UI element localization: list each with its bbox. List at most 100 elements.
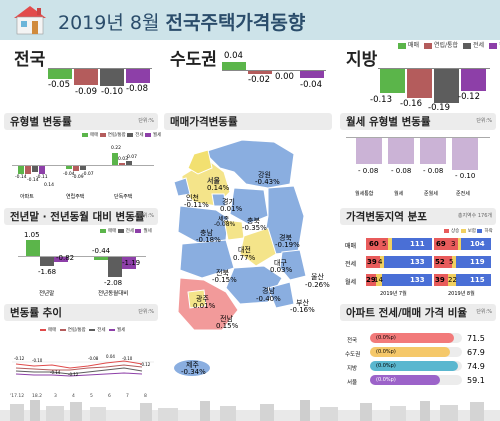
map-gangwon-val: -0.43%	[255, 178, 280, 186]
map-daegu: 대구	[274, 259, 287, 267]
dist-r2r-down	[456, 274, 491, 286]
type-apt-sale	[18, 166, 24, 174]
provinces-label: 지방	[346, 50, 378, 70]
capital-val-jeonse: 0.00	[275, 72, 294, 82]
capital-baseline	[222, 70, 326, 71]
dist-r1r-v1: 5	[449, 258, 454, 266]
type-apt-jeonse	[32, 166, 38, 172]
type-row-val0: -0.04	[63, 172, 75, 177]
dist-r1r-flat	[452, 256, 456, 268]
dist-r2l-down	[382, 274, 432, 286]
dist-r0r-v2: 104	[470, 240, 485, 248]
ratio-r3-sub: (0.0%p)	[376, 377, 396, 383]
year-change-header: 전년말 · 전년동월 대비 변동률 단위:%	[4, 208, 158, 225]
ratio-r0-val: 71.5	[467, 334, 485, 343]
ratio-r0-sub: (0.0%p)	[376, 335, 396, 341]
trend-x2: 3	[54, 394, 57, 399]
dist-r2r-v1: 22	[448, 276, 457, 284]
ratio-r3-label: 서울	[347, 380, 358, 386]
title-main: 전국주택가격동향	[165, 12, 306, 34]
year-yoy-sale	[94, 257, 108, 260]
year-change-unit: 단위:%	[138, 213, 154, 219]
trend-unit: 단위:%	[138, 309, 154, 315]
map-gwangju-val: 0.01%	[193, 302, 216, 310]
map-chungnam: 충남	[200, 229, 213, 237]
provinces-bar-row	[407, 69, 432, 98]
year-end-val0: 1.05	[24, 231, 40, 239]
type-det-sale	[112, 153, 118, 165]
ratio-r1-fill	[370, 347, 450, 357]
capital-val-rent: -0.04	[300, 80, 322, 90]
ratio-title: 아파트 전세/매매 가격 비율	[346, 307, 468, 319]
trend-x0: '17.12	[10, 394, 25, 399]
map-busan: 부산	[296, 299, 309, 307]
map-seoul-val: 0.14%	[207, 184, 230, 192]
year-end-sale	[26, 240, 40, 256]
distribution-legend: 상승 보합 하락	[444, 228, 493, 234]
map-gyeonggi: 경기	[222, 198, 235, 206]
capital-val-row: -0.02	[248, 75, 270, 85]
dist-r1l-flat	[380, 256, 384, 268]
ratio-unit: 단위:%	[476, 309, 492, 315]
year-yoy-jeonse	[108, 257, 122, 277]
ratio-r3-fill	[370, 375, 440, 385]
provinces-bar-sale	[380, 69, 405, 93]
rent-bar-0	[356, 138, 382, 164]
dist-r2l-up	[366, 274, 376, 286]
rent-type-header: 월세 유형별 변동률 단위:%	[340, 113, 496, 130]
year-change-baseline	[18, 256, 146, 257]
map-gangwon: 강원	[258, 171, 271, 179]
year-end-jeonse	[40, 257, 54, 266]
dist-r1r-down	[456, 256, 491, 268]
provinces-val-rent: -0.12	[458, 92, 480, 102]
dist-r2r-up	[434, 274, 448, 286]
year-end-val2: -0.82	[56, 254, 75, 262]
dist-col0: 2019년 7월	[380, 291, 407, 297]
trend-header: 변동률 추이 단위:%	[4, 304, 158, 321]
map-jeonnam: 전남	[220, 315, 233, 323]
ratio-r2-sub: (0.0%p)	[376, 363, 396, 369]
national-val-jeonse: -0.10	[101, 87, 123, 97]
year-yoy-rent	[122, 257, 136, 269]
trend-title: 변동률 추이	[10, 307, 62, 319]
map-sejong: 세종	[218, 216, 230, 223]
rent-val-3: - 0.10	[455, 172, 476, 180]
national-bar-rent	[126, 69, 150, 83]
rent-val-1: - 0.08	[391, 167, 412, 175]
trend-val1: -0.10	[32, 358, 43, 363]
national-label: 전국	[14, 50, 46, 70]
year-yoy-val0: -0.44	[92, 247, 111, 255]
dist-r2r-v0: 39	[435, 276, 445, 284]
trend-x-axis: '17.12 18.2 3 4 5 6 7 8	[10, 394, 156, 402]
ratio-r0-label: 전국	[347, 338, 358, 344]
map-sejong-val: -0.08%	[214, 221, 236, 228]
type-apt-label: 아파트	[20, 194, 34, 200]
distribution-unit: 총지역수 176개	[457, 213, 492, 219]
rent-bar-1	[388, 138, 414, 164]
rent-type-unit: 단위:%	[476, 118, 492, 124]
year-yoy-label: 전년동월대비	[98, 291, 129, 297]
dist-r0r-v0: 69	[436, 240, 446, 248]
map-ulsan: 울산	[311, 273, 324, 281]
type-det-label: 단독주택	[114, 194, 133, 200]
trend-val2: -0.14	[50, 370, 61, 375]
map-daejeon: 대전	[238, 246, 251, 254]
dist-r2l-v0: 29	[366, 276, 376, 284]
dist-r2l-v1: 14	[374, 276, 383, 284]
trend-val4: -0.08	[88, 356, 99, 361]
dist-row1-label: 전세	[345, 261, 357, 268]
national-bar-jeonse	[100, 69, 124, 86]
trend-val3: -0.12	[68, 372, 79, 377]
korea-map	[173, 139, 307, 376]
map-gyeongbuk-val: -0.19%	[275, 241, 300, 249]
page-title: 2019년 8월 전국주택가격동향	[58, 8, 305, 35]
map-chungnam-val: -0.18%	[196, 236, 221, 244]
dist-r1r-up	[434, 256, 452, 268]
rent-bar-2	[420, 138, 446, 164]
type-row-sale	[66, 166, 72, 169]
dist-r0l-v2: 111	[410, 240, 425, 248]
trend-x4: 5	[90, 394, 93, 399]
map-busan-val: -0.16%	[290, 306, 315, 314]
dist-r0l-down	[392, 238, 432, 250]
dist-r1l-v2: 133	[410, 258, 425, 266]
